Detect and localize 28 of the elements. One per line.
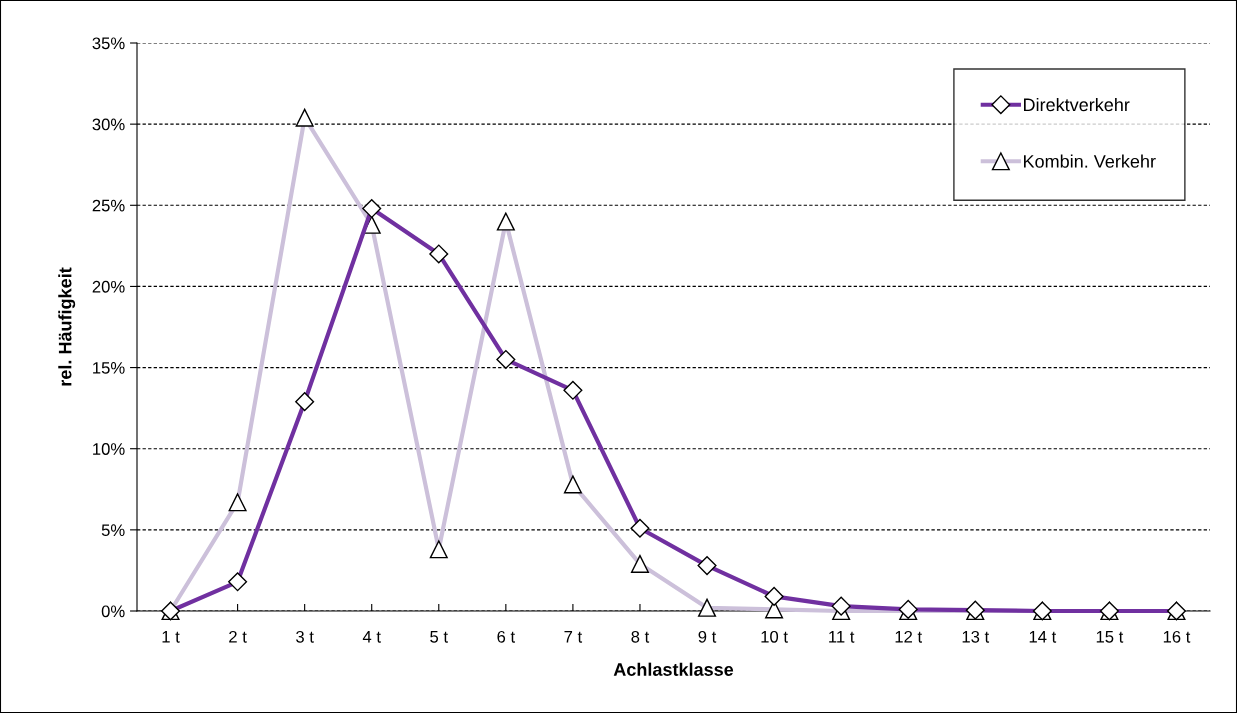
x-tick-label: 12 t [895,630,922,643]
legend-label: Direktverkehr [1024,97,1130,112]
x-tick-label: 7 t [564,631,583,643]
x-tick-label: 6 t [497,630,515,643]
x-tick-label: 3 t [296,630,314,643]
x-tick-label: 11 t [829,631,855,643]
y-tick-label: 25% [92,199,125,212]
x-tick-label: 2 t [229,630,247,643]
x-tick-label: 5 t [430,631,448,643]
y-tick-label: 20% [92,280,125,293]
y-axis-title: rel. Häufigkeit [58,267,76,386]
x-axis-title: Achlastklasse [613,662,734,676]
x-tick-label: 4 t [362,631,381,643]
x-tick-label: 1 t [162,631,180,643]
y-tick-label: 0% [101,605,125,618]
y-tick-label: 10% [93,443,125,455]
x-tick-label: 10 t [761,630,788,643]
legend-label: Kombin. Verkehr [1024,154,1156,168]
y-tick-label: 5% [101,524,125,537]
x-tick-label: 13 t [962,630,990,643]
y-tick-label: 30% [92,118,125,131]
x-tick-label: 9 t [698,630,717,643]
x-tick-label: 16 t [1163,630,1191,643]
x-tick-label: 8 t [631,630,650,643]
x-tick-label: 15 t [1096,631,1124,643]
y-tick-label: 15% [93,362,125,374]
x-tick-label: 14 t [1029,631,1057,643]
y-tick-label: 35% [92,37,125,50]
